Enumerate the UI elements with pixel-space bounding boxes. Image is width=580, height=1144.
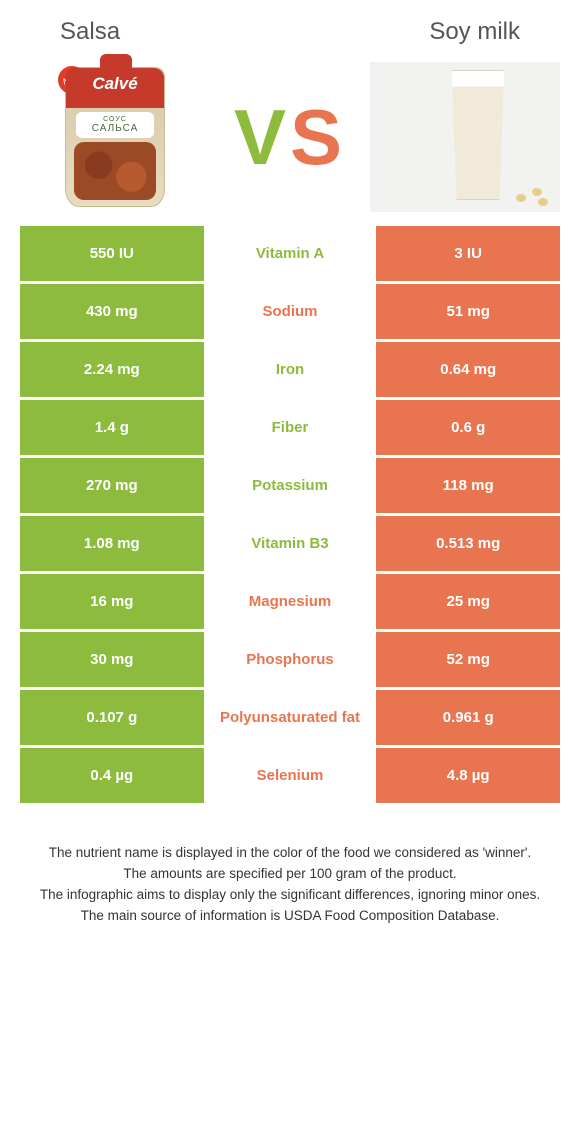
footnote-line: The main source of information is USDA F… [24, 906, 556, 927]
value-left: 16 mg [20, 574, 204, 629]
comparison-infographic: Salsa Soy milk New Calvé СОУС САЛЬСА VS … [0, 0, 580, 957]
value-right: 0.64 mg [376, 342, 560, 397]
nutrient-name: Phosphorus [204, 632, 377, 687]
title-left: Salsa [60, 18, 120, 46]
table-row: 1.4 gFiber0.6 g [20, 400, 560, 455]
footnote-line: The nutrient name is displayed in the co… [24, 843, 556, 864]
value-right: 3 IU [376, 226, 560, 281]
nutrient-name: Selenium [204, 748, 377, 803]
nutrient-name: Polyunsaturated fat [204, 690, 377, 745]
value-right: 25 mg [376, 574, 560, 629]
table-row: 270 mgPotassium118 mg [20, 458, 560, 513]
table-row: 30 mgPhosphorus52 mg [20, 632, 560, 687]
salsa-packet-icon: New Calvé СОУС САЛЬСА [65, 67, 165, 207]
hero-row: New Calvé СОУС САЛЬСА VS [20, 52, 560, 226]
table-row: 2.24 mgIron0.64 mg [20, 342, 560, 397]
value-left: 0.107 g [20, 690, 204, 745]
table-row: 1.08 mgVitamin B30.513 mg [20, 516, 560, 571]
vs-s: S [290, 93, 346, 181]
value-right: 0.961 g [376, 690, 560, 745]
value-right: 0.6 g [376, 400, 560, 455]
vs-label: VS [234, 92, 346, 183]
table-row: 0.4 µgSelenium4.8 µg [20, 748, 560, 803]
value-left: 2.24 mg [20, 342, 204, 397]
value-right: 0.513 mg [376, 516, 560, 571]
title-row: Salsa Soy milk [20, 18, 560, 52]
value-left: 30 mg [20, 632, 204, 687]
soymilk-image [370, 62, 560, 212]
title-right: Soy milk [429, 18, 520, 46]
nutrient-name: Potassium [204, 458, 377, 513]
value-right: 4.8 µg [376, 748, 560, 803]
nutrient-name: Vitamin A [204, 226, 377, 281]
value-left: 270 mg [20, 458, 204, 513]
value-right: 52 mg [376, 632, 560, 687]
nutrient-table: 550 IUVitamin A3 IU430 mgSodium51 mg2.24… [20, 226, 560, 803]
table-row: 550 IUVitamin A3 IU [20, 226, 560, 281]
value-right: 51 mg [376, 284, 560, 339]
brand-logo: Calvé [66, 74, 164, 94]
nutrient-name: Vitamin B3 [204, 516, 377, 571]
nutrient-name: Fiber [204, 400, 377, 455]
nutrient-name: Magnesium [204, 574, 377, 629]
table-row: 0.107 gPolyunsaturated fat0.961 g [20, 690, 560, 745]
packet-label: СОУС САЛЬСА [76, 112, 154, 138]
nutrient-name: Iron [204, 342, 377, 397]
footnote-line: The amounts are specified per 100 gram o… [24, 864, 556, 885]
table-row: 16 mgMagnesium25 mg [20, 574, 560, 629]
value-left: 1.4 g [20, 400, 204, 455]
value-left: 550 IU [20, 226, 204, 281]
salsa-image: New Calvé СОУС САЛЬСА [20, 62, 210, 212]
value-left: 430 mg [20, 284, 204, 339]
footnotes: The nutrient name is displayed in the co… [20, 843, 560, 927]
value-left: 1.08 mg [20, 516, 204, 571]
milk-glass-icon [448, 70, 508, 200]
vs-v: V [234, 93, 290, 181]
footnote-line: The infographic aims to display only the… [24, 885, 556, 906]
value-left: 0.4 µg [20, 748, 204, 803]
nutrient-name: Sodium [204, 284, 377, 339]
value-right: 118 mg [376, 458, 560, 513]
table-row: 430 mgSodium51 mg [20, 284, 560, 339]
